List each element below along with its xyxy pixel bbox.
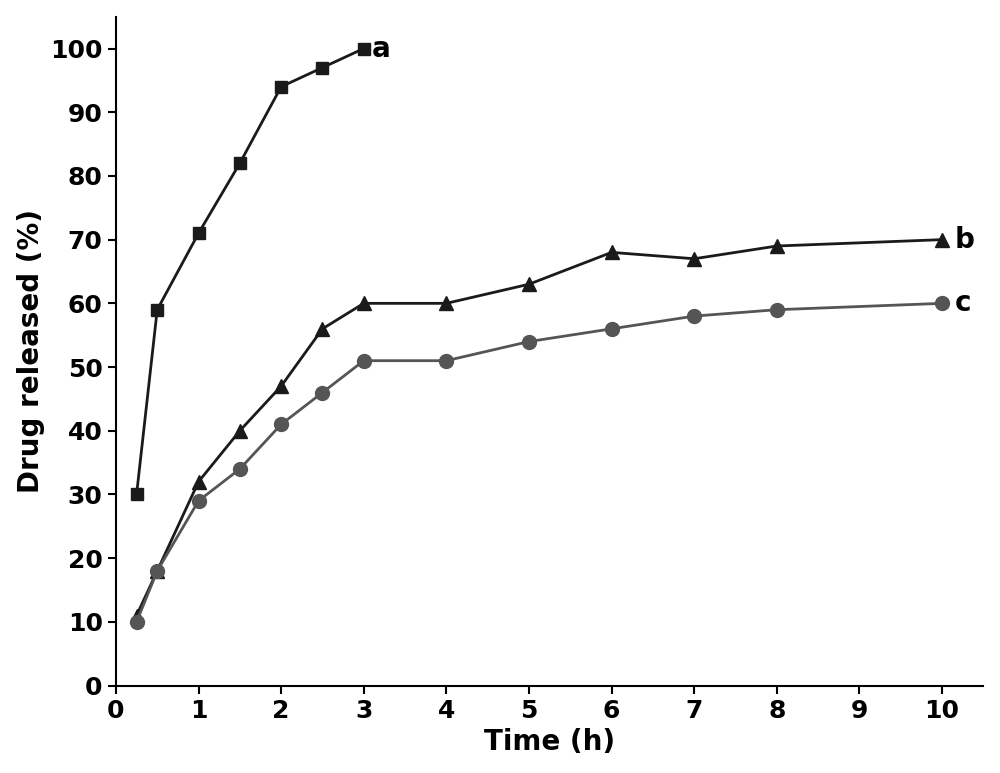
- Text: a: a: [372, 35, 391, 63]
- X-axis label: Time (h): Time (h): [484, 728, 615, 756]
- Text: c: c: [954, 289, 971, 318]
- Y-axis label: Drug released (%): Drug released (%): [17, 209, 45, 493]
- Text: b: b: [954, 226, 974, 254]
